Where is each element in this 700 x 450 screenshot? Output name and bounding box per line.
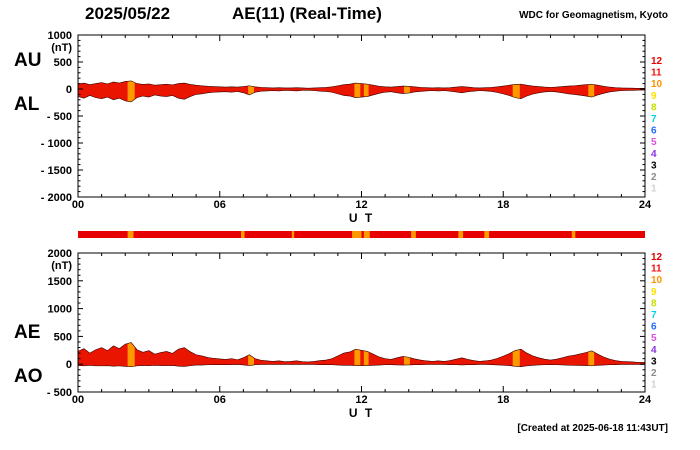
- x-tick-label: 24: [639, 394, 652, 406]
- station-count-legend-label: 5: [651, 333, 657, 344]
- axis-frame: [77, 34, 646, 198]
- index-name-label: AE: [14, 322, 40, 343]
- station-count-legend-label: 6: [651, 322, 657, 333]
- station-count-legend-label: 11: [651, 68, 662, 79]
- plot-date: 2025/05/22: [85, 4, 171, 23]
- x-tick-label: 18: [497, 394, 509, 406]
- x-tick-label: 24: [639, 199, 652, 211]
- station-count-legend-label: 12: [651, 56, 663, 67]
- y-tick-label: 0: [66, 359, 72, 371]
- index-name-label: AL: [14, 94, 40, 115]
- y-tick-label: - 1500: [41, 165, 72, 177]
- y-tick-label: 1500: [48, 276, 72, 288]
- x-tick-label: 06: [214, 199, 226, 211]
- y-tick-label: 500: [54, 57, 72, 69]
- station-availability-highlight: [352, 231, 362, 238]
- station-availability-highlight: [127, 231, 134, 238]
- index-name-label: AU: [14, 50, 41, 71]
- panel-AU-AL: 1000 500 0 - 500 - 1000 - 1500 - 2000 (nT) 00 06 1…: [14, 30, 663, 225]
- y-axis-unit-label: (nT): [51, 42, 72, 54]
- station-count-legend-label: 7: [651, 310, 657, 321]
- x-tick-label: 12: [355, 394, 367, 406]
- y-tick-label: 0: [66, 84, 72, 96]
- x-tick-label: 18: [497, 199, 509, 211]
- station-count-legend-label: 8: [651, 102, 657, 113]
- station-availability-highlight: [411, 231, 416, 238]
- x-tick-label: 06: [214, 394, 226, 406]
- x-axis-label: U T: [349, 406, 374, 420]
- y-tick-label: 1000: [48, 30, 72, 42]
- station-count-legend-label: 1: [651, 380, 657, 391]
- station-count-legend-label: 3: [651, 356, 657, 367]
- waveform-band: [78, 342, 645, 367]
- station-count-legend-label: 3: [651, 160, 657, 171]
- y-tick-label: 1000: [48, 304, 72, 316]
- station-count-legend-label: 5: [651, 137, 657, 148]
- station-availability-highlight: [291, 231, 295, 238]
- station-count-legend-label: 12: [651, 252, 663, 263]
- station-availability-highlight: [484, 231, 490, 238]
- y-tick-label: - 500: [47, 111, 72, 123]
- station-count-legend-label: 4: [651, 345, 657, 356]
- waveform-band: [78, 80, 645, 102]
- y-tick-label: - 500: [47, 387, 72, 399]
- x-tick-label: 00: [72, 199, 84, 211]
- station-count-legend-label: 10: [651, 275, 663, 286]
- station-count-legend-label: 2: [651, 172, 657, 183]
- x-tick-label: 12: [355, 199, 367, 211]
- station-count-legend-label: 10: [651, 79, 663, 90]
- station-availability-highlight: [241, 231, 245, 238]
- station-count-legend-label: 1: [651, 184, 657, 195]
- x-tick-label: 00: [72, 394, 84, 406]
- y-tick-label: 500: [54, 331, 72, 343]
- y-tick-label: - 1000: [41, 138, 72, 150]
- x-axis-label: U T: [349, 211, 374, 225]
- station-count-legend-label: 6: [651, 126, 657, 137]
- plot-title: AE(11) (Real-Time): [232, 4, 382, 23]
- y-tick-label: - 2000: [41, 192, 72, 204]
- y-axis-unit-label: (nT): [51, 260, 72, 272]
- axis-frame: [77, 252, 646, 393]
- index-name-label: AO: [14, 366, 43, 387]
- station-availability-highlight: [363, 231, 370, 238]
- y-tick-label: 2000: [48, 248, 72, 260]
- plot-source: WDC for Geomagnetism, Kyoto: [519, 10, 668, 21]
- station-count-legend-label: 2: [651, 368, 657, 379]
- station-count-legend-label: 4: [651, 149, 657, 160]
- created-at-timestamp: [Created at 2025-06-18 11:43UT]: [517, 423, 668, 434]
- station-availability-highlight: [571, 231, 576, 238]
- station-availability-highlight: [458, 231, 464, 238]
- station-count-legend-label: 7: [651, 114, 657, 125]
- station-count-legend-label: 11: [651, 264, 662, 275]
- station-count-legend-label: 9: [651, 91, 657, 102]
- station-count-legend-label: 8: [651, 298, 657, 309]
- station-count-legend-label: 9: [651, 287, 657, 298]
